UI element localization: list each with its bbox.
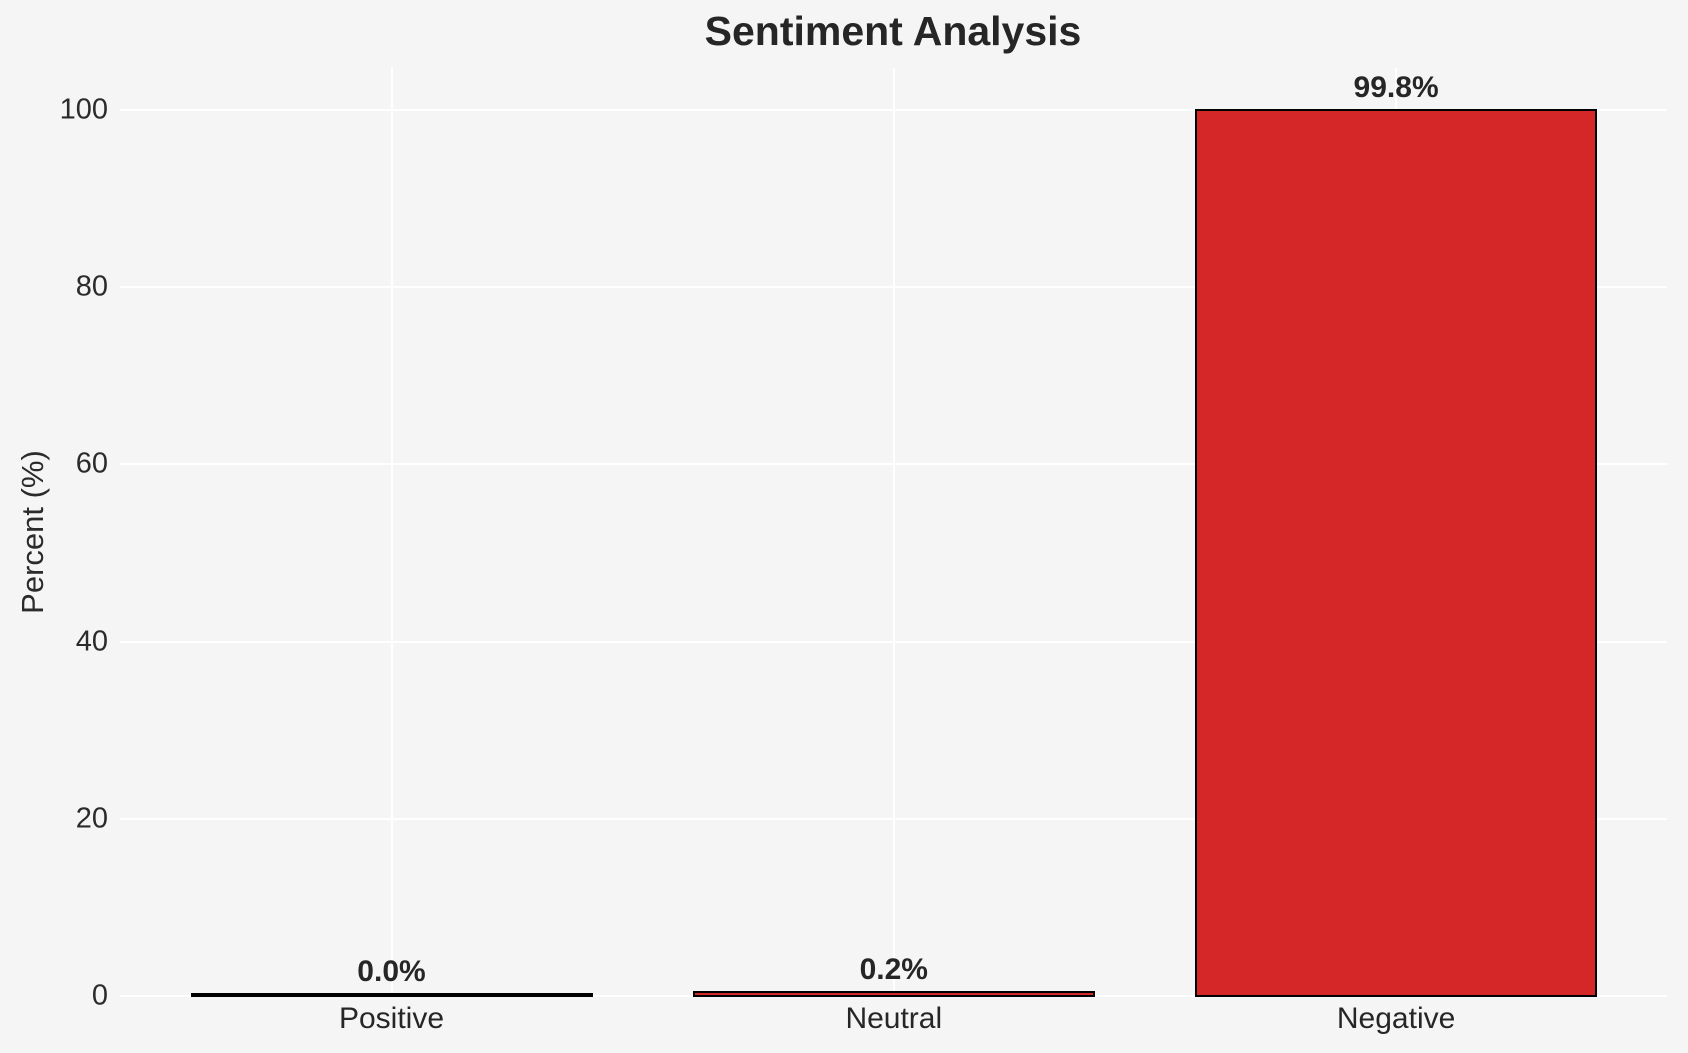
bar-positive: [190, 993, 593, 997]
bar-value-label: 99.8%: [1353, 70, 1439, 104]
x-tick-label-neutral: Neutral: [845, 1002, 943, 1035]
y-tick-label: 20: [75, 802, 108, 835]
gridline-vertical: [892, 68, 895, 996]
bar-neutral: [692, 991, 1095, 997]
x-tick-label-negative: Negative: [1336, 1002, 1456, 1035]
y-tick-label: 0: [91, 979, 108, 1012]
bar-negative: [1195, 108, 1598, 997]
bar-value-label: 0.2%: [859, 953, 928, 987]
y-tick-label: 100: [59, 93, 108, 126]
gridline-vertical: [390, 68, 393, 996]
y-tick-label: 40: [75, 625, 108, 658]
y-tick-label: 80: [75, 270, 108, 303]
bar-value-label: 0.0%: [357, 955, 426, 988]
y-tick-label: 60: [75, 447, 108, 480]
x-tick-label-positive: Positive: [338, 1002, 445, 1035]
chart-title: Sentiment Analysis: [704, 8, 1082, 54]
